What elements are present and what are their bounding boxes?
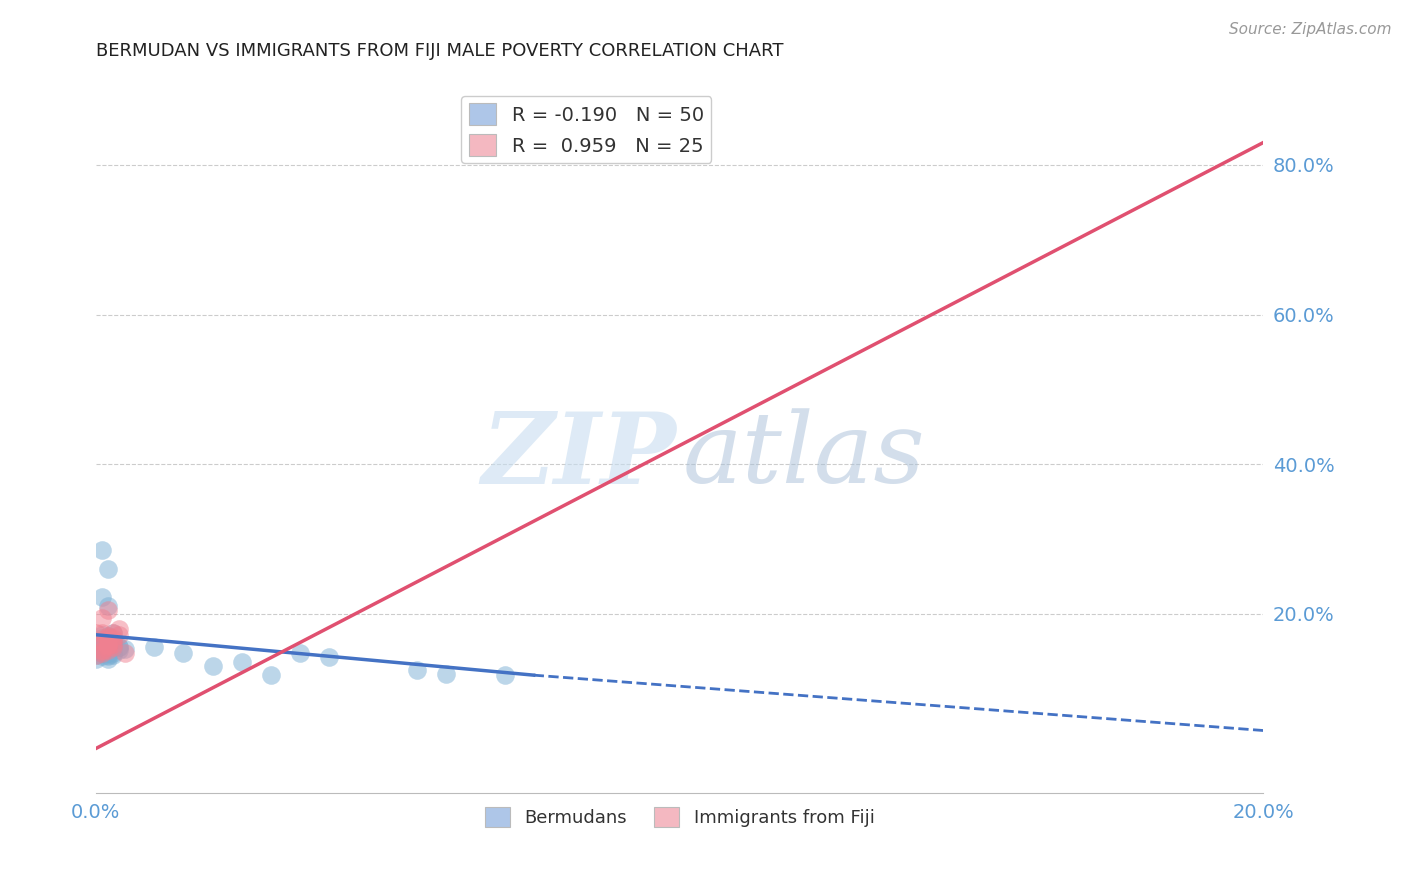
Point — [143, 640, 166, 655]
Point — [84, 640, 107, 655]
Point — [97, 599, 120, 614]
Point — [103, 638, 125, 652]
Point — [90, 649, 112, 664]
Point — [97, 651, 120, 665]
Point — [90, 635, 112, 649]
Point — [97, 637, 120, 651]
Point — [84, 648, 107, 662]
Point — [97, 635, 120, 649]
Point — [97, 638, 120, 652]
Point — [90, 642, 112, 657]
Point — [97, 562, 120, 576]
Point — [97, 642, 120, 657]
Point — [103, 640, 125, 655]
Point — [97, 640, 120, 655]
Point — [84, 648, 107, 662]
Point — [97, 629, 120, 643]
Point — [90, 646, 112, 660]
Point — [90, 635, 112, 649]
Point — [172, 646, 194, 660]
Point — [90, 642, 112, 657]
Point — [318, 650, 340, 665]
Point — [90, 635, 112, 649]
Point — [90, 642, 112, 657]
Point — [434, 666, 457, 681]
Point — [97, 638, 120, 652]
Point — [201, 659, 224, 673]
Point — [97, 649, 120, 664]
Point — [90, 543, 112, 558]
Point — [108, 622, 131, 636]
Point — [97, 640, 120, 655]
Point — [97, 644, 120, 658]
Point — [84, 625, 107, 640]
Point — [84, 651, 107, 665]
Point — [114, 642, 136, 657]
Point — [103, 632, 125, 647]
Point — [108, 642, 131, 657]
Point — [97, 646, 120, 660]
Point — [103, 637, 125, 651]
Point — [103, 646, 125, 660]
Text: ZIP: ZIP — [481, 408, 676, 504]
Point — [97, 637, 120, 651]
Point — [231, 656, 253, 670]
Point — [103, 625, 125, 640]
Point — [494, 668, 516, 682]
Point — [90, 644, 112, 658]
Point — [103, 648, 125, 662]
Point — [90, 628, 112, 642]
Text: BERMUDAN VS IMMIGRANTS FROM FIJI MALE POVERTY CORRELATION CHART: BERMUDAN VS IMMIGRANTS FROM FIJI MALE PO… — [96, 42, 783, 60]
Point — [90, 640, 112, 655]
Point — [90, 591, 112, 605]
Point — [97, 629, 120, 643]
Point — [103, 625, 125, 640]
Point — [103, 631, 125, 645]
Legend: Bermudans, Immigrants from Fiji: Bermudans, Immigrants from Fiji — [478, 800, 882, 835]
Point — [97, 632, 120, 647]
Point — [108, 640, 131, 655]
Point — [103, 635, 125, 649]
Point — [260, 668, 283, 682]
Point — [114, 646, 136, 660]
Point — [90, 631, 112, 645]
Point — [103, 635, 125, 649]
Point — [103, 640, 125, 655]
Text: atlas: atlas — [683, 409, 927, 503]
Point — [103, 638, 125, 652]
Point — [290, 646, 312, 660]
Text: Source: ZipAtlas.com: Source: ZipAtlas.com — [1229, 22, 1392, 37]
Point — [97, 648, 120, 662]
Point — [108, 640, 131, 655]
Point — [97, 646, 120, 660]
Point — [90, 646, 112, 660]
Point — [90, 632, 112, 647]
Point — [90, 610, 112, 624]
Point — [90, 625, 112, 640]
Point — [97, 631, 120, 645]
Point — [90, 646, 112, 660]
Point — [108, 628, 131, 642]
Point — [97, 603, 120, 617]
Point — [406, 663, 429, 677]
